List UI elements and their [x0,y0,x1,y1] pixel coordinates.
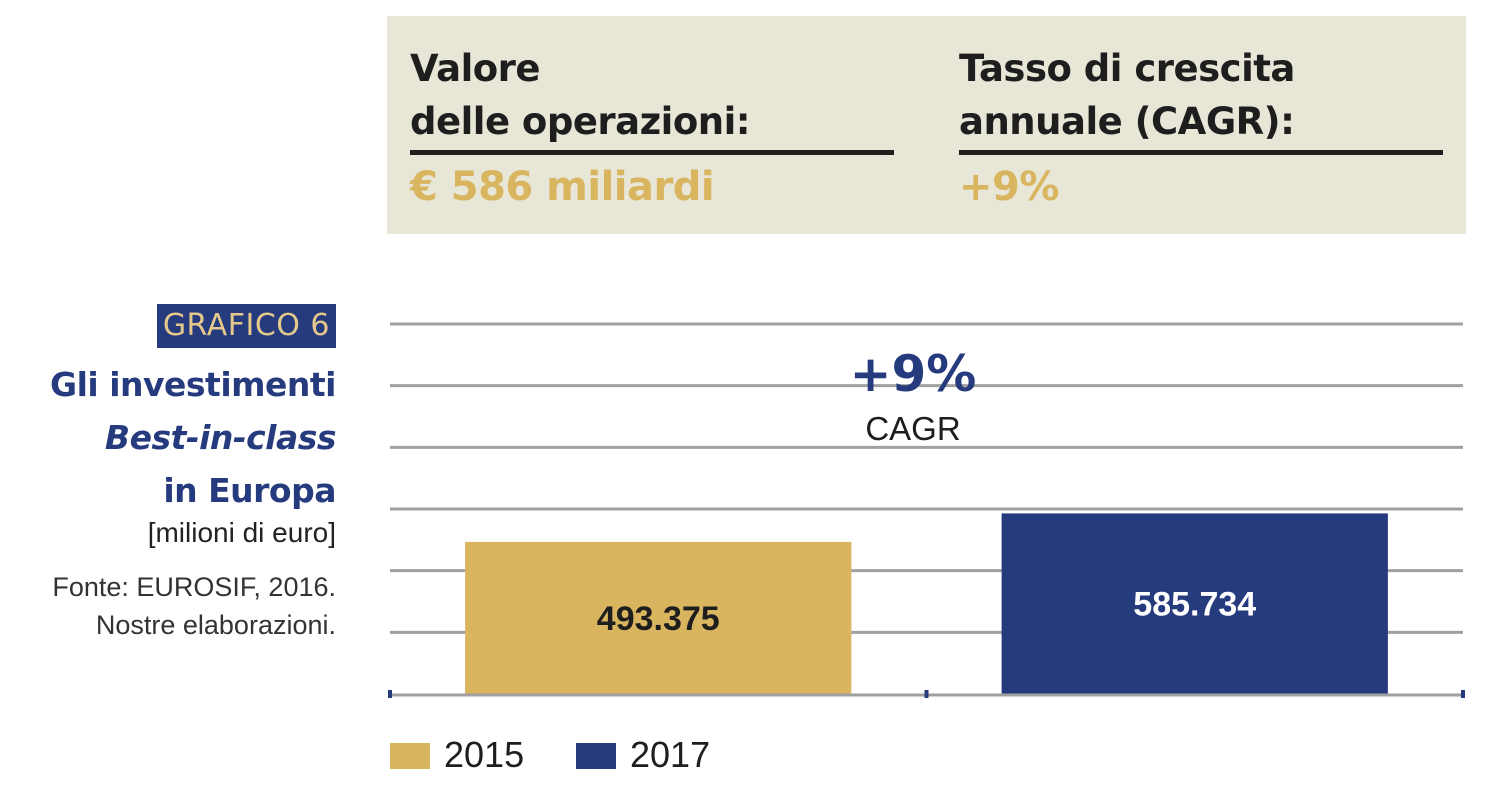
bar-value-label: 493.375 [597,600,720,638]
source-line: Fonte: EUROSIF, 2016. [52,572,336,602]
bar-2015 [465,541,852,694]
chart-unit: [milioni di euro] [147,517,336,548]
chart-title-line: Best-in-class [104,418,337,457]
divider [959,150,1443,155]
divider [410,150,894,155]
bar-2017 [1001,513,1388,694]
operations-value: € 586 miliardi [410,164,715,210]
x-axis [388,690,1465,698]
cagr-block: Tasso di crescita annuale (CAGR): +9% [959,42,1443,215]
bars: 493.375 585.734 [465,513,1388,694]
bar-value-label: 585.734 [1133,586,1256,624]
source-line: Nostre elaborazioni. [95,610,336,640]
chart-title-line: Gli investimenti [50,365,336,404]
cagr-annotation-label: CAGR [865,410,960,447]
chart-title: Gli investimenti Best-in-class in Europa [50,358,336,517]
legend-label: 2017 [630,734,711,775]
cagr-block-label: Tasso di crescita annuale (CAGR): [959,47,1295,143]
legend-label: 2015 [444,734,525,775]
chart-number: GRAFICO 6 [156,304,336,348]
legend-swatch [390,743,430,769]
legend-swatch [576,743,616,769]
chart-caption: GRAFICO 6 Gli investimenti Best-in-class… [50,304,336,644]
cagr-annotation-value: +9% [850,345,977,403]
operations-value-label: Valore delle operazioni: [410,47,751,143]
chart-title-line: in Europa [163,471,336,510]
chart-source: Fonte: EUROSIF, 2016. Nostre elaborazion… [50,568,336,644]
info-panel: Valore delle operazioni: € 586 miliardi … [387,16,1466,234]
operations-value-block: Valore delle operazioni: € 586 miliardi [410,42,894,215]
cagr-block-value: +9% [959,164,1059,210]
